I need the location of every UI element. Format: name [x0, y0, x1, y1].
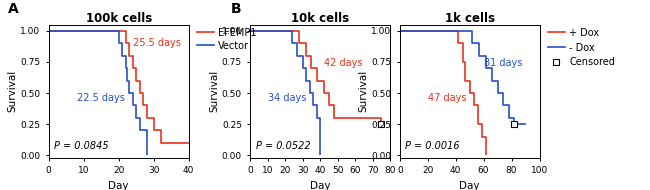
X-axis label: Day: Day — [460, 180, 480, 190]
Title: 10k cells: 10k cells — [291, 12, 349, 25]
Text: P = 0.0845: P = 0.0845 — [55, 141, 109, 151]
Y-axis label: Survival: Survival — [209, 70, 219, 112]
X-axis label: Day: Day — [310, 180, 330, 190]
Text: B: B — [231, 2, 241, 16]
Text: P = 0.0016: P = 0.0016 — [406, 141, 460, 151]
Title: 100k cells: 100k cells — [86, 12, 151, 25]
Y-axis label: Survival: Survival — [359, 70, 369, 112]
Text: 42 days: 42 days — [324, 58, 362, 68]
Legend: EFEMP1, Vector: EFEMP1, Vector — [196, 28, 257, 51]
Y-axis label: Survival: Survival — [8, 70, 18, 112]
Text: 81 days: 81 days — [484, 58, 522, 68]
Text: 34 days: 34 days — [268, 93, 306, 103]
Title: 1k cells: 1k cells — [445, 12, 495, 25]
Legend: + Dox, - Dox, Censored: + Dox, - Dox, Censored — [547, 28, 615, 67]
Text: 47 days: 47 days — [428, 93, 466, 103]
X-axis label: Day: Day — [109, 180, 129, 190]
Text: P = 0.0522: P = 0.0522 — [256, 141, 311, 151]
Text: 22.5 days: 22.5 days — [77, 93, 125, 103]
Text: 25.5 days: 25.5 days — [133, 38, 181, 48]
Text: A: A — [8, 2, 19, 16]
